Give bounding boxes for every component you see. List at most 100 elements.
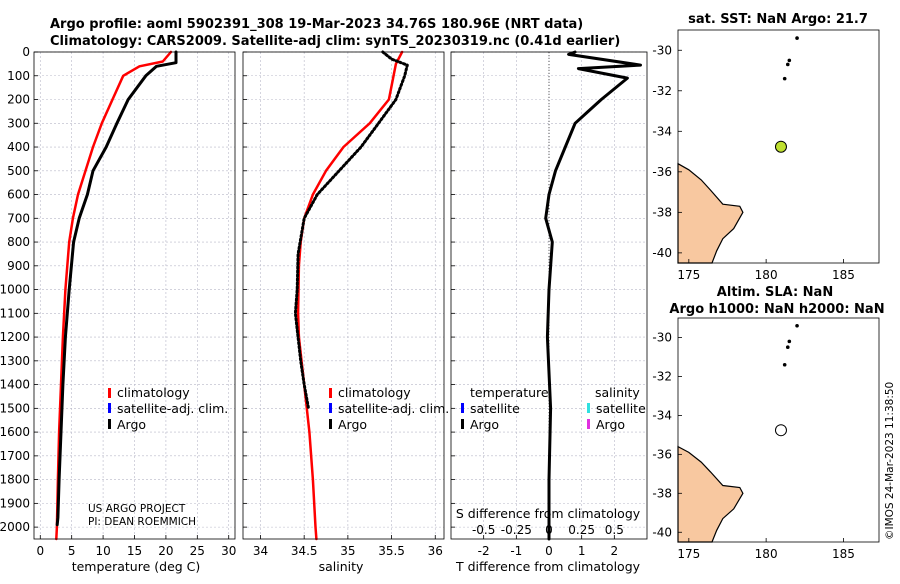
track-point (785, 345, 790, 350)
legend-swatch-s-argo (587, 419, 590, 429)
t-difference-xlabel: T difference from climatology (455, 559, 641, 574)
series-climatology (296, 50, 404, 541)
depth-tick-label: 1300 (0, 354, 30, 368)
lat-tick-label: -38 (652, 205, 672, 219)
track-point (795, 36, 799, 40)
imos-watermark: ©IMOS 24-Mar-2023 11:38:50 (884, 382, 896, 540)
lon-tick-label: 180 (755, 268, 778, 282)
legend-swatch-satellite (108, 403, 111, 413)
depth-tick-label: 1500 (0, 401, 30, 415)
s-diff-tick-label: -0.5 (472, 523, 495, 537)
salinity-xlabel: salinity (319, 559, 364, 574)
header-line1: Argo profile: aoml 5902391_308 19-Mar-20… (50, 17, 583, 32)
track-point (787, 58, 792, 63)
legend-argo: Argo (117, 417, 146, 432)
temperature-xlabel: temperature (deg C) (72, 559, 201, 574)
temperature-legend: climatology satellite-adj. clim. Argo (108, 385, 228, 432)
depth-tick-label: 700 (7, 211, 30, 225)
s-difference-title: S difference from climatology (456, 506, 641, 521)
header-line2: Climatology: CARS2009. Satellite-adj cli… (50, 34, 620, 49)
legend-swatch-satellite (329, 403, 332, 413)
series-argo (55, 50, 178, 527)
x-tick-label: 35.5 (378, 544, 405, 558)
lat-tick-label: -30 (652, 43, 672, 57)
sla-map-title: Altim. SLA: NaN (717, 285, 833, 300)
sla-map-subtitle: Argo h1000: NaN h2000: NaN (669, 302, 884, 317)
sst-map-panel: sat. SST: NaN Argo: 21.7 -30 -32 -34 -36 -38… (652, 12, 880, 282)
track-point (787, 339, 792, 344)
profile-location-marker (774, 140, 787, 153)
depth-tick-label: 1600 (0, 425, 30, 439)
legend-salinity-header: salinity (595, 385, 640, 400)
legend-swatch-argo (108, 419, 111, 429)
x-tick-label: 10 (95, 544, 110, 558)
x-tick-label: -2 (478, 544, 490, 558)
s-diff-tick-label: -0.25 (501, 523, 532, 537)
depth-tick-label: 1900 (0, 496, 30, 510)
x-tick-label: 30 (221, 544, 236, 558)
salinity-legend: climatology satellite-adj. clim. Argo (329, 385, 449, 432)
depth-tick-label: 1800 (0, 473, 30, 487)
series-argo-t-diff (544, 50, 642, 541)
lat-tick-label: -40 (652, 525, 672, 539)
lon-tick-label: 175 (677, 547, 700, 561)
pi-label: PI: DEAN ROEMMICH (88, 516, 196, 528)
legend-t-argo: Argo (470, 417, 499, 432)
legend-swatch-argo (329, 419, 332, 429)
lat-tick-label: -30 (652, 330, 672, 344)
legend-climatology: climatology (117, 385, 190, 400)
track-point (782, 76, 787, 81)
x-tick-label: 0 (36, 544, 44, 558)
depth-tick-label: 300 (7, 116, 30, 130)
profile-location-marker (774, 424, 787, 437)
depth-tick-label: 2000 (0, 520, 30, 534)
depth-tick-label: 1400 (0, 378, 30, 392)
sst-map-frame (677, 29, 880, 264)
land-new-zealand (677, 162, 744, 264)
land-new-zealand (677, 445, 744, 543)
sla-map-frame (677, 317, 880, 543)
x-tick-label: -1 (510, 544, 522, 558)
lat-tick-label: -32 (652, 369, 672, 383)
series-climatology (55, 50, 173, 541)
x-tick-label: 34 (253, 544, 268, 558)
x-tick-label: 36 (428, 544, 443, 558)
legend-swatch-climatology (329, 388, 332, 398)
s-diff-tick-label: 0 (545, 523, 553, 537)
lat-tick-label: -34 (652, 408, 672, 422)
lat-tick-label: -34 (652, 124, 672, 138)
legend-s-satellite: satellite (596, 401, 646, 416)
depth-tick-label: 1700 (0, 449, 30, 463)
legend-temperature-header: temperature (470, 385, 549, 400)
track-point (795, 323, 799, 328)
legend-argo: Argo (338, 417, 367, 432)
s-diff-tick-label: 0.25 (568, 523, 595, 537)
depth-tick-label: 1100 (0, 306, 30, 320)
salinity-panel-frame (242, 51, 445, 540)
track-point (782, 362, 787, 367)
x-tick-label: 15 (127, 544, 142, 558)
depth-tick-label: 100 (7, 69, 30, 83)
legend-s-argo: Argo (596, 417, 625, 432)
temperature-panel: 0 5 10 15 20 25 300100200300400500600700800900… (0, 45, 236, 574)
depth-tick-label: 200 (7, 93, 30, 107)
difference-legend: temperature satellite Argo salinity sate… (461, 385, 646, 432)
legend-swatch-t-argo (461, 419, 464, 429)
legend-swatch-s-satellite (587, 403, 590, 413)
lat-tick-label: -38 (652, 486, 672, 500)
legend-swatch-climatology (108, 388, 111, 398)
series-argo (293, 50, 409, 410)
depth-tick-label: 1000 (0, 283, 30, 297)
x-tick-label: 25 (190, 544, 205, 558)
x-tick-label: 2 (611, 544, 619, 558)
depth-tick-label: 0 (22, 45, 30, 59)
track-point (785, 62, 790, 67)
depth-tick-label: 1200 (0, 330, 30, 344)
lon-tick-label: 185 (832, 547, 855, 561)
legend-climatology: climatology (338, 385, 411, 400)
legend-swatch-t-satellite (461, 403, 464, 413)
depth-tick-label: 400 (7, 140, 30, 154)
legend-t-satellite: satellite (470, 401, 520, 416)
